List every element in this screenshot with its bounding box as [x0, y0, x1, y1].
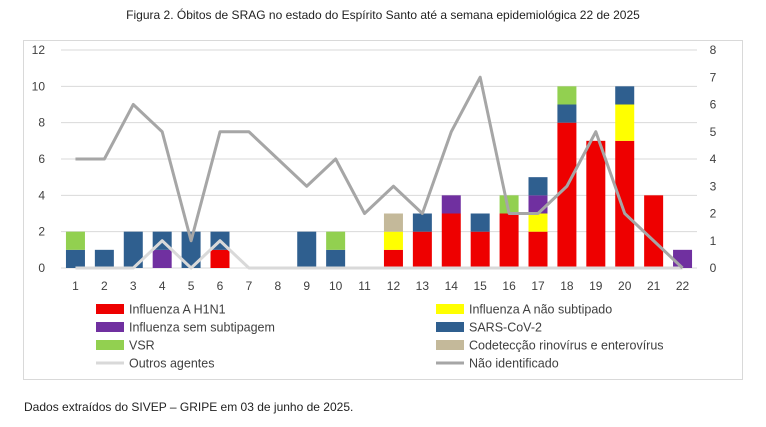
y2-tick-label: 5 [710, 125, 717, 139]
legend-label-sars: SARS-CoV-2 [469, 321, 542, 335]
y-tick-label: 12 [32, 43, 46, 57]
x-tick-label: 11 [358, 279, 371, 293]
bar-nao_subtipado [383, 231, 403, 250]
x-tick-label: 12 [387, 279, 401, 293]
legend-swatch-codeteccao [436, 340, 464, 350]
bar-h1n1 [615, 140, 635, 268]
x-tick-label: 1 [72, 279, 79, 293]
y-tick-label: 10 [32, 79, 46, 93]
x-tick-label: 19 [589, 279, 603, 293]
bar-h1n1 [499, 213, 519, 268]
x-tick-label: 22 [676, 279, 690, 293]
legend-label-h1n1: Influenza A H1N1 [129, 303, 226, 317]
legend-swatch-h1n1 [96, 304, 124, 314]
x-tick-label: 7 [246, 279, 253, 293]
y2-tick-label: 8 [710, 43, 717, 57]
bar-h1n1 [557, 122, 577, 269]
x-tick-label: 20 [618, 279, 632, 293]
bar-h1n1 [210, 249, 230, 268]
bar-vsr [499, 195, 519, 214]
x-tick-label: 5 [188, 279, 195, 293]
y-tick-label: 0 [38, 261, 45, 275]
x-tick-label: 15 [474, 279, 488, 293]
x-tick-label: 13 [416, 279, 430, 293]
y-tick-label: 8 [38, 116, 45, 130]
x-tick-label: 8 [274, 279, 281, 293]
y2-tick-label: 4 [710, 152, 717, 166]
x-tick-label: 21 [647, 279, 661, 293]
x-tick-label: 14 [445, 279, 459, 293]
x-tick-label: 2 [101, 279, 108, 293]
line-nao_identificado [75, 75, 684, 270]
bar-h1n1 [528, 231, 548, 268]
bar-codeteccao [383, 213, 403, 232]
y2-tick-label: 3 [710, 179, 717, 193]
bar-sars [65, 249, 85, 268]
y2-tick-label: 6 [710, 98, 717, 112]
figure-title: Figura 2. Óbitos de SRAG no estado do Es… [126, 8, 640, 22]
legend-swatch-vsr [96, 340, 124, 350]
x-tick-label: 4 [159, 279, 166, 293]
bar-vsr [65, 231, 85, 250]
bar-sars [123, 231, 143, 268]
chart-container: 0 2 4 6 8 10 12 0 1 2 3 4 5 6 7 8 1 2 3 4 5 6 7 8 9 10 11 12 13 14 15 1… [23, 40, 743, 380]
bar-sars [470, 213, 490, 232]
y2-tick-label: 0 [710, 261, 717, 275]
y2-tick-label: 2 [710, 207, 717, 221]
bar-h1n1 [412, 231, 432, 268]
bar-sem_subtipagem [152, 249, 172, 268]
x-tick-label: 16 [502, 279, 516, 293]
bar-sars [615, 86, 635, 105]
y2-tick-label: 7 [710, 70, 717, 84]
bar-nao_subtipado [615, 104, 635, 141]
x-tick-label: 6 [217, 279, 224, 293]
legend-swatch-sars [436, 322, 464, 332]
x-tick-label: 9 [303, 279, 310, 293]
bar-h1n1 [644, 195, 664, 268]
bar-sars [181, 231, 201, 268]
y2-tick-label: 1 [710, 234, 717, 248]
x-tick-label: 18 [560, 279, 574, 293]
bar-h1n1 [441, 213, 461, 268]
x-tick-label: 10 [329, 279, 343, 293]
bar-sars [326, 249, 346, 268]
bar-sem_subtipagem [673, 249, 693, 268]
y-tick-label: 2 [38, 225, 45, 239]
bar-h1n1 [586, 140, 606, 268]
bar-sars [528, 177, 548, 196]
bar-sars [94, 249, 114, 268]
bar-h1n1 [470, 231, 490, 268]
legend-label-vsr: VSR [129, 339, 155, 353]
bar-vsr [557, 86, 577, 105]
legend-swatch-sem_subtipagem [96, 322, 124, 332]
bar-sars [297, 231, 317, 268]
legend-label-nao_identificado: Não identificado [469, 357, 559, 371]
bar-sars [557, 104, 577, 123]
legend-label-outros: Outros agentes [129, 357, 214, 371]
bar-nao_subtipado [528, 213, 548, 232]
y-tick-label: 6 [38, 152, 45, 166]
bar-sem_subtipagem [528, 195, 548, 214]
bar-sem_subtipagem [441, 195, 461, 214]
source-note: Dados extraídos do SIVEP – GRIPE em 03 d… [24, 400, 354, 414]
legend-label-nao_subtipado: Influenza A não subtipado [469, 303, 612, 317]
y-tick-label: 4 [38, 188, 45, 202]
bar-vsr [326, 231, 346, 250]
x-tick-label: 3 [130, 279, 137, 293]
bar-sars [412, 213, 432, 232]
legend-label-sem_subtipagem: Influenza sem subtipagem [129, 321, 275, 335]
bar-h1n1 [383, 249, 403, 268]
line-outros [75, 239, 683, 270]
x-tick-label: 17 [531, 279, 545, 293]
legend-label-codeteccao: Codetecção rinovírus e enterovírus [469, 339, 664, 353]
legend-swatch-nao_subtipado [436, 304, 464, 314]
